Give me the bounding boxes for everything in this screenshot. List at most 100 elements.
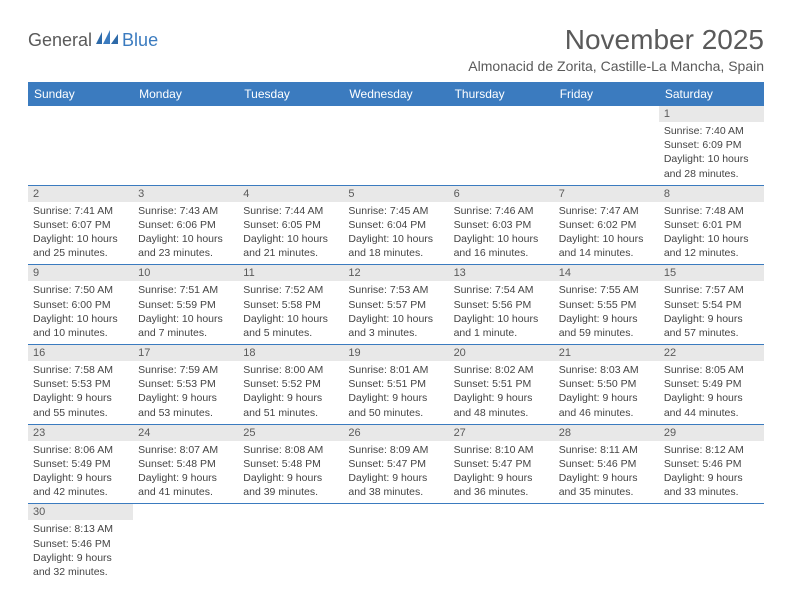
daylight-text: Daylight: 9 hours and 59 minutes. <box>559 312 654 340</box>
sunset-text: Sunset: 5:58 PM <box>243 298 338 312</box>
sunrise-text: Sunrise: 8:08 AM <box>243 443 338 457</box>
daylight-text: Daylight: 9 hours and 57 minutes. <box>664 312 759 340</box>
day-number: 28 <box>554 425 659 441</box>
day-number: 18 <box>238 345 343 361</box>
sunset-text: Sunset: 6:09 PM <box>664 138 759 152</box>
calendar-cell <box>28 106 133 185</box>
daylight-text: Daylight: 10 hours and 7 minutes. <box>138 312 233 340</box>
day-number: 27 <box>449 425 554 441</box>
day-number: 13 <box>449 265 554 281</box>
day-details: Sunrise: 8:08 AMSunset: 5:48 PMDaylight:… <box>238 441 343 504</box>
day-number: 10 <box>133 265 238 281</box>
weekday-header: Thursday <box>449 82 554 106</box>
sunset-text: Sunset: 5:48 PM <box>138 457 233 471</box>
calendar-cell <box>133 504 238 583</box>
sunset-text: Sunset: 6:05 PM <box>243 218 338 232</box>
sunrise-text: Sunrise: 7:48 AM <box>664 204 759 218</box>
calendar-cell: 6Sunrise: 7:46 AMSunset: 6:03 PMDaylight… <box>449 185 554 265</box>
daylight-text: Daylight: 10 hours and 5 minutes. <box>243 312 338 340</box>
calendar-cell: 22Sunrise: 8:05 AMSunset: 5:49 PMDayligh… <box>659 345 764 425</box>
sunrise-text: Sunrise: 8:03 AM <box>559 363 654 377</box>
day-details: Sunrise: 7:51 AMSunset: 5:59 PMDaylight:… <box>133 281 238 344</box>
daylight-text: Daylight: 9 hours and 32 minutes. <box>33 551 128 579</box>
calendar-week-row: 23Sunrise: 8:06 AMSunset: 5:49 PMDayligh… <box>28 424 764 504</box>
daylight-text: Daylight: 9 hours and 48 minutes. <box>454 391 549 419</box>
sunset-text: Sunset: 6:01 PM <box>664 218 759 232</box>
day-details: Sunrise: 7:43 AMSunset: 6:06 PMDaylight:… <box>133 202 238 265</box>
sunset-text: Sunset: 6:03 PM <box>454 218 549 232</box>
sunrise-text: Sunrise: 8:13 AM <box>33 522 128 536</box>
calendar-cell: 27Sunrise: 8:10 AMSunset: 5:47 PMDayligh… <box>449 424 554 504</box>
day-details: Sunrise: 8:01 AMSunset: 5:51 PMDaylight:… <box>343 361 448 424</box>
day-number: 5 <box>343 186 448 202</box>
weekday-header: Tuesday <box>238 82 343 106</box>
sunset-text: Sunset: 5:54 PM <box>664 298 759 312</box>
daylight-text: Daylight: 10 hours and 16 minutes. <box>454 232 549 260</box>
daylight-text: Daylight: 9 hours and 51 minutes. <box>243 391 338 419</box>
sunset-text: Sunset: 5:46 PM <box>33 537 128 551</box>
sunrise-text: Sunrise: 8:02 AM <box>454 363 549 377</box>
daylight-text: Daylight: 10 hours and 12 minutes. <box>664 232 759 260</box>
daylight-text: Daylight: 9 hours and 39 minutes. <box>243 471 338 499</box>
daylight-text: Daylight: 9 hours and 46 minutes. <box>559 391 654 419</box>
daylight-text: Daylight: 10 hours and 14 minutes. <box>559 232 654 260</box>
sunrise-text: Sunrise: 8:06 AM <box>33 443 128 457</box>
calendar-table: Sunday Monday Tuesday Wednesday Thursday… <box>28 82 764 583</box>
day-details: Sunrise: 7:46 AMSunset: 6:03 PMDaylight:… <box>449 202 554 265</box>
sunrise-text: Sunrise: 7:59 AM <box>138 363 233 377</box>
calendar-cell: 29Sunrise: 8:12 AMSunset: 5:46 PMDayligh… <box>659 424 764 504</box>
day-number: 25 <box>238 425 343 441</box>
day-number: 16 <box>28 345 133 361</box>
sunset-text: Sunset: 6:04 PM <box>348 218 443 232</box>
daylight-text: Daylight: 10 hours and 28 minutes. <box>664 152 759 180</box>
day-details: Sunrise: 7:57 AMSunset: 5:54 PMDaylight:… <box>659 281 764 344</box>
weekday-header: Sunday <box>28 82 133 106</box>
sunrise-text: Sunrise: 7:46 AM <box>454 204 549 218</box>
day-number: 11 <box>238 265 343 281</box>
sunset-text: Sunset: 5:52 PM <box>243 377 338 391</box>
sunrise-text: Sunrise: 8:09 AM <box>348 443 443 457</box>
daylight-text: Daylight: 9 hours and 38 minutes. <box>348 471 443 499</box>
calendar-cell: 2Sunrise: 7:41 AMSunset: 6:07 PMDaylight… <box>28 185 133 265</box>
daylight-text: Daylight: 9 hours and 35 minutes. <box>559 471 654 499</box>
sunrise-text: Sunrise: 7:50 AM <box>33 283 128 297</box>
sunset-text: Sunset: 5:53 PM <box>33 377 128 391</box>
sunrise-text: Sunrise: 7:57 AM <box>664 283 759 297</box>
calendar-week-row: 30 Sunrise: 8:13 AMSunset: 5:46 PMDayligh… <box>28 504 764 583</box>
weekday-header: Friday <box>554 82 659 106</box>
sunrise-text: Sunrise: 8:11 AM <box>559 443 654 457</box>
sunset-text: Sunset: 5:48 PM <box>243 457 338 471</box>
daylight-text: Daylight: 9 hours and 44 minutes. <box>664 391 759 419</box>
sunset-text: Sunset: 5:47 PM <box>348 457 443 471</box>
daylight-text: Daylight: 10 hours and 1 minute. <box>454 312 549 340</box>
calendar-cell: 17Sunrise: 7:59 AMSunset: 5:53 PMDayligh… <box>133 345 238 425</box>
sunrise-text: Sunrise: 7:40 AM <box>664 124 759 138</box>
calendar-cell <box>449 106 554 185</box>
day-number: 7 <box>554 186 659 202</box>
sunrise-text: Sunrise: 7:52 AM <box>243 283 338 297</box>
day-number: 1 <box>659 106 764 122</box>
sunrise-text: Sunrise: 8:00 AM <box>243 363 338 377</box>
day-details: Sunrise: 7:50 AMSunset: 6:00 PMDaylight:… <box>28 281 133 344</box>
calendar-cell: 28Sunrise: 8:11 AMSunset: 5:46 PMDayligh… <box>554 424 659 504</box>
sunset-text: Sunset: 5:49 PM <box>33 457 128 471</box>
sunset-text: Sunset: 5:50 PM <box>559 377 654 391</box>
daylight-text: Daylight: 9 hours and 50 minutes. <box>348 391 443 419</box>
calendar-cell: 7Sunrise: 7:47 AMSunset: 6:02 PMDaylight… <box>554 185 659 265</box>
sunrise-text: Sunrise: 7:53 AM <box>348 283 443 297</box>
calendar-cell: 14Sunrise: 7:55 AMSunset: 5:55 PMDayligh… <box>554 265 659 345</box>
calendar-cell: 12Sunrise: 7:53 AMSunset: 5:57 PMDayligh… <box>343 265 448 345</box>
calendar-cell: 21Sunrise: 8:03 AMSunset: 5:50 PMDayligh… <box>554 345 659 425</box>
calendar-cell <box>659 504 764 583</box>
logo-text-blue: Blue <box>122 30 158 51</box>
sunrise-text: Sunrise: 8:12 AM <box>664 443 759 457</box>
sunset-text: Sunset: 5:53 PM <box>138 377 233 391</box>
day-number: 30 <box>28 504 133 520</box>
weekday-header: Wednesday <box>343 82 448 106</box>
day-details: Sunrise: 7:44 AMSunset: 6:05 PMDaylight:… <box>238 202 343 265</box>
day-number: 6 <box>449 186 554 202</box>
sunset-text: Sunset: 5:57 PM <box>348 298 443 312</box>
day-number: 17 <box>133 345 238 361</box>
calendar-cell: 15Sunrise: 7:57 AMSunset: 5:54 PMDayligh… <box>659 265 764 345</box>
calendar-week-row: 16Sunrise: 7:58 AMSunset: 5:53 PMDayligh… <box>28 345 764 425</box>
